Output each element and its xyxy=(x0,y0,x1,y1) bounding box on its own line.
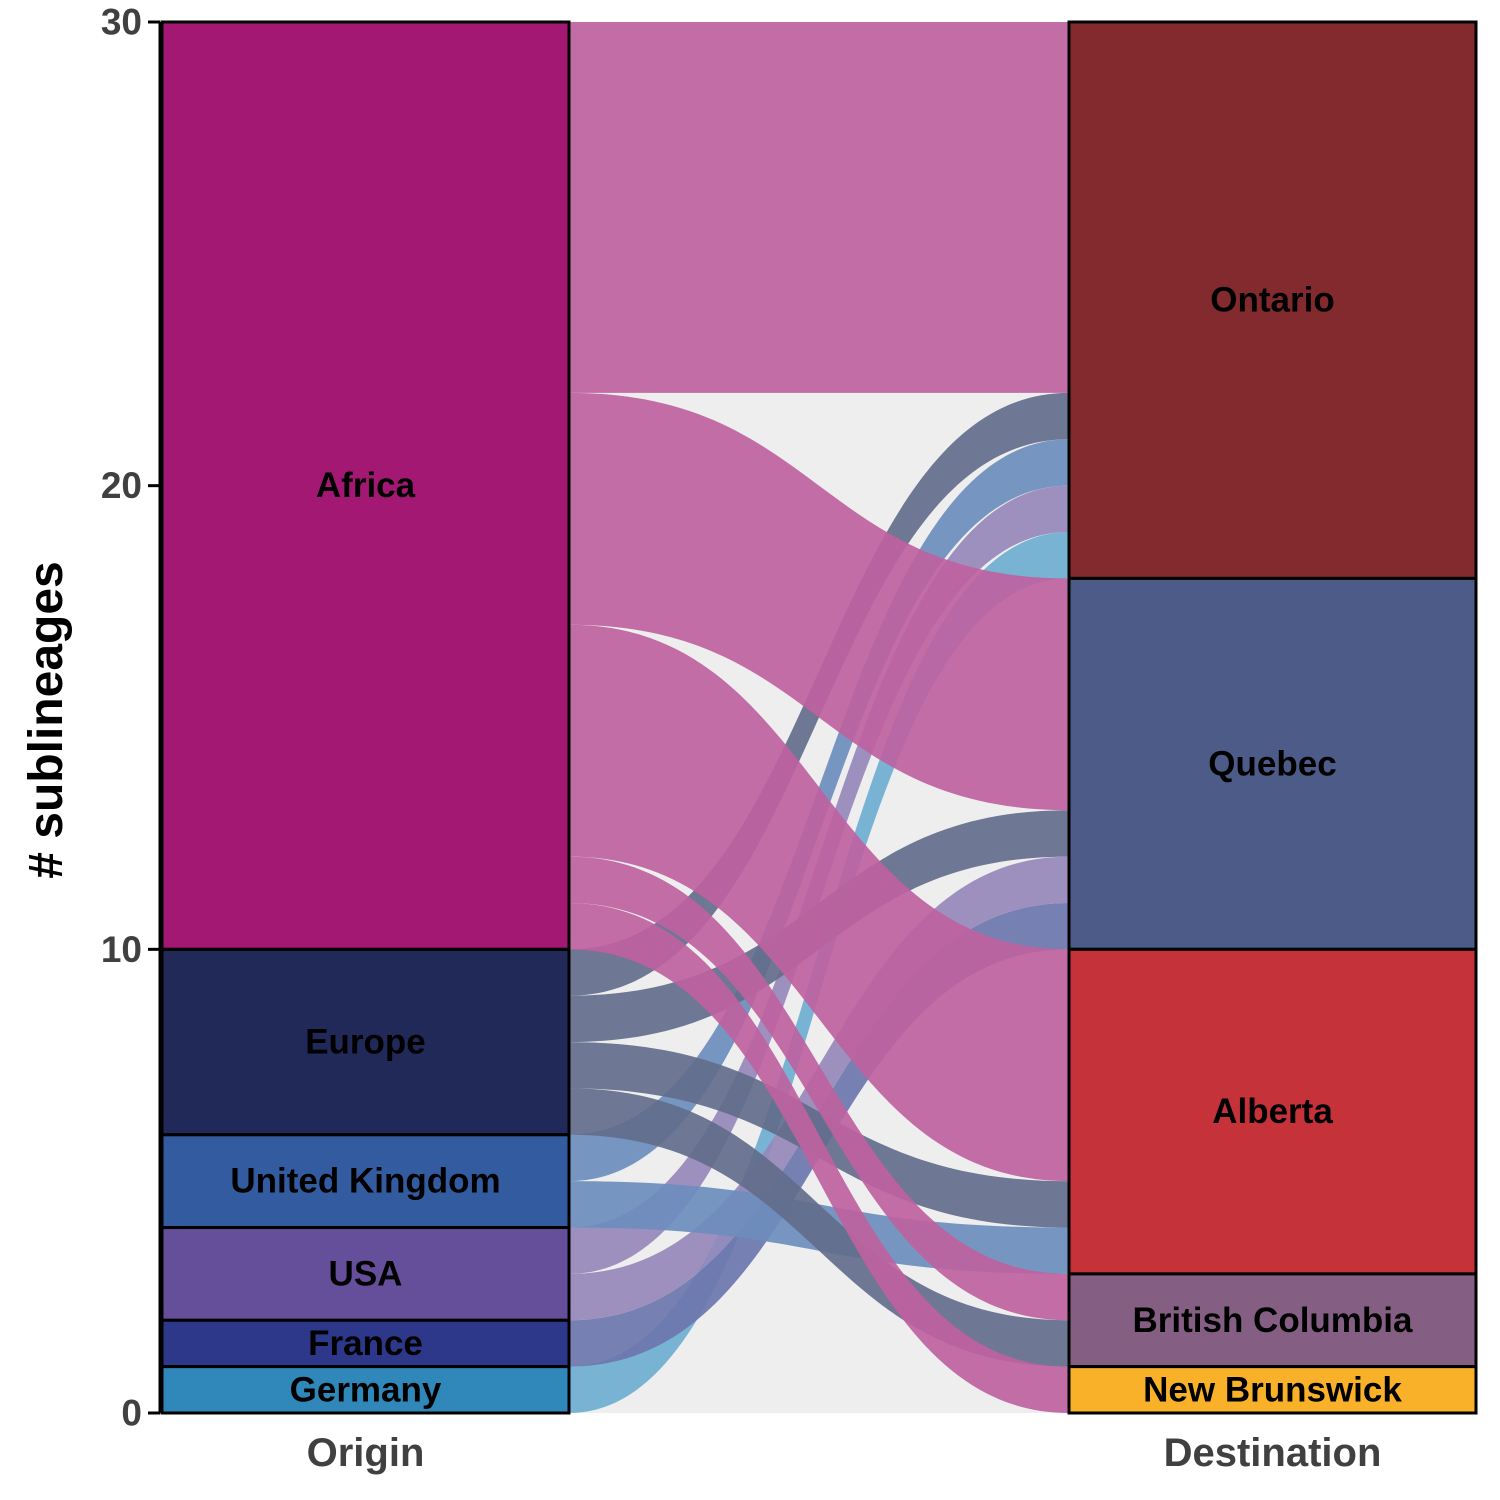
y-tick-label-10: 10 xyxy=(101,929,142,970)
origin-label-europe: Europe xyxy=(305,1023,426,1062)
destination-stratum-ontario xyxy=(1067,20,1478,580)
origin-label-africa: Africa xyxy=(316,466,416,505)
destination-label-alberta: Alberta xyxy=(1212,1092,1333,1131)
destination-label-quebec: Quebec xyxy=(1208,744,1336,783)
y-axis-title: # sublineages xyxy=(20,561,73,878)
y-tick-label-0: 0 xyxy=(121,1393,142,1434)
origin-label-united-kingdom: United Kingdom xyxy=(230,1162,500,1201)
flow-africa-to-alberta xyxy=(569,624,1069,1182)
flow-europe-to-british-columbia xyxy=(569,1088,1069,1367)
x-axis-label-destination: Destination xyxy=(1164,1431,1382,1475)
origin-label-france: France xyxy=(308,1324,423,1363)
destination-label-ontario: Ontario xyxy=(1210,281,1334,320)
y-tick-label-30: 30 xyxy=(101,2,142,43)
destination-label-british-columbia: British Columbia xyxy=(1132,1301,1413,1340)
origin-label-germany: Germany xyxy=(290,1370,442,1409)
x-axis-label-origin: Origin xyxy=(307,1431,425,1475)
axes-group: 0 10 20 30 Origin Destination xyxy=(101,2,1382,1476)
origin-stratum-germany xyxy=(160,1365,571,1415)
flow-africa-to-quebec xyxy=(569,392,1069,811)
destination-stratum-british-columbia xyxy=(1067,1272,1478,1369)
origin-stratum-europe xyxy=(160,947,571,1137)
origin-stratum-africa xyxy=(160,20,571,951)
destination-stratum-quebec xyxy=(1067,576,1478,951)
flow-africa-to-new-brunswick xyxy=(569,902,1069,1413)
strata-group: Africa Europe United Kingdom USA France Germa… xyxy=(160,20,1478,1415)
flows-group xyxy=(569,22,1069,1413)
destination-label-new-brunswick: New Brunswick xyxy=(1143,1370,1402,1409)
origin-label-usa: USA xyxy=(329,1254,403,1293)
destination-stratum-new-brunswick xyxy=(1067,1365,1478,1415)
flow-africa-to-ontario xyxy=(569,22,1069,393)
y-tick-label-20: 20 xyxy=(101,465,142,506)
flow-africa-to-british-columbia xyxy=(569,856,1069,1321)
